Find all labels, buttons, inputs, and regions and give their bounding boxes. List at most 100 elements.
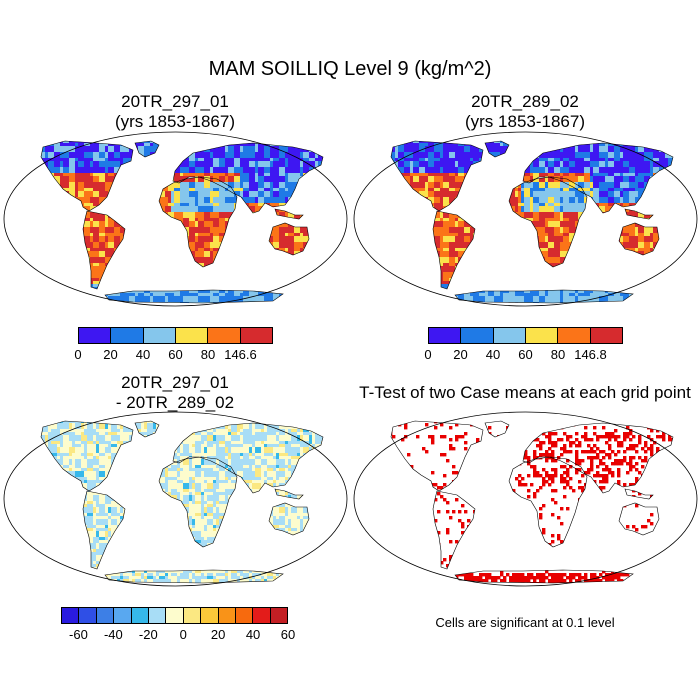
grid-cell <box>285 179 289 183</box>
grid-cell <box>12 173 15 176</box>
grid-cell <box>246 200 250 204</box>
grid-cell <box>9 182 12 185</box>
grid-cell <box>21 131 24 134</box>
grid-cell <box>105 176 109 180</box>
grid-cell <box>180 206 184 210</box>
grid-cell <box>111 134 114 137</box>
grid-cell <box>198 173 202 177</box>
grid-cell <box>195 206 199 210</box>
grid-cell <box>210 227 214 231</box>
grid-cell <box>273 149 277 153</box>
grid-cell <box>30 152 33 155</box>
grid-cell <box>285 146 289 150</box>
grid-cell <box>177 179 181 183</box>
grid-cell <box>201 188 205 192</box>
grid-cell <box>279 176 283 180</box>
grid-cell <box>201 176 205 180</box>
grid-cell <box>3 170 6 173</box>
grid-cell <box>18 158 21 161</box>
grid-cell <box>255 164 259 168</box>
grid-cell <box>69 149 73 153</box>
grid-cell <box>288 143 292 147</box>
grid-cell <box>183 173 187 177</box>
grid-cell <box>9 140 12 143</box>
grid-cell <box>204 233 208 237</box>
grid-cell <box>237 182 241 186</box>
grid-cell <box>186 170 190 174</box>
grid-cell <box>81 158 85 162</box>
grid-cell <box>297 239 301 243</box>
grid-cell <box>234 146 238 150</box>
grid-cell <box>255 167 259 171</box>
grid-cell <box>45 161 49 165</box>
grid-cell <box>318 161 322 165</box>
grid-cell <box>294 167 298 171</box>
grid-cell <box>279 200 283 204</box>
grid-cell <box>201 212 205 216</box>
grid-cell <box>222 194 226 198</box>
grid-cell <box>231 164 235 168</box>
grid-cell <box>33 155 36 158</box>
grid-cell <box>339 140 342 143</box>
grid-cell <box>303 164 307 168</box>
grid-cell <box>111 233 115 237</box>
grid-cell <box>216 239 220 243</box>
grid-cell <box>198 254 202 258</box>
grid-cell <box>198 185 202 189</box>
grid-cell <box>279 161 283 165</box>
grid-cell <box>108 227 112 231</box>
grid-cell <box>342 254 345 257</box>
grid-cell <box>279 239 283 243</box>
grid-cell <box>327 161 330 164</box>
grid-cell <box>273 182 277 186</box>
grid-cell <box>93 161 97 165</box>
grid-cell <box>330 131 333 134</box>
grid-cell <box>27 149 30 152</box>
grid-cell <box>108 224 112 228</box>
grid-cell <box>336 170 339 173</box>
grid-cell <box>285 185 289 189</box>
grid-cell <box>291 141 295 144</box>
grid-cell <box>285 200 289 204</box>
grid-cell <box>189 221 193 225</box>
grid-cell <box>228 170 232 174</box>
grid-cell <box>237 191 241 195</box>
grid-cell <box>63 158 67 162</box>
grid-cell <box>216 242 220 246</box>
grid-cell <box>198 242 202 246</box>
grid-cell <box>237 146 241 150</box>
grid-cell <box>3 239 6 242</box>
grid-cell <box>99 230 103 234</box>
grid-cell <box>285 161 289 165</box>
grid-cell <box>294 215 298 219</box>
grid-cell <box>276 149 280 153</box>
grid-cell <box>102 146 106 150</box>
grid-cell <box>129 131 132 134</box>
grid-cell <box>273 227 277 231</box>
grid-cell <box>225 212 229 216</box>
grid-cell <box>30 146 33 149</box>
grid-cell <box>90 254 94 258</box>
grid-cell <box>204 161 208 165</box>
grid-cell <box>15 152 18 155</box>
grid-cell <box>108 167 112 171</box>
grid-cell <box>48 152 52 156</box>
grid-cell <box>207 221 211 225</box>
grid-cell <box>249 188 253 192</box>
grid-cell <box>222 182 226 186</box>
grid-cell <box>300 236 304 240</box>
grid-cell <box>192 245 196 249</box>
grid-cell <box>189 239 193 243</box>
grid-cell <box>210 239 214 243</box>
grid-cell <box>21 173 24 176</box>
grid-cell <box>285 230 289 234</box>
grid-cell <box>234 170 238 174</box>
grid-cell <box>84 188 88 192</box>
grid-cell <box>183 200 187 204</box>
grid-cell <box>222 152 226 156</box>
grid-cell <box>204 209 208 213</box>
grid-cell <box>21 149 24 152</box>
grid-cell <box>285 143 289 147</box>
grid-cell <box>87 137 90 140</box>
grid-cell <box>108 248 112 252</box>
